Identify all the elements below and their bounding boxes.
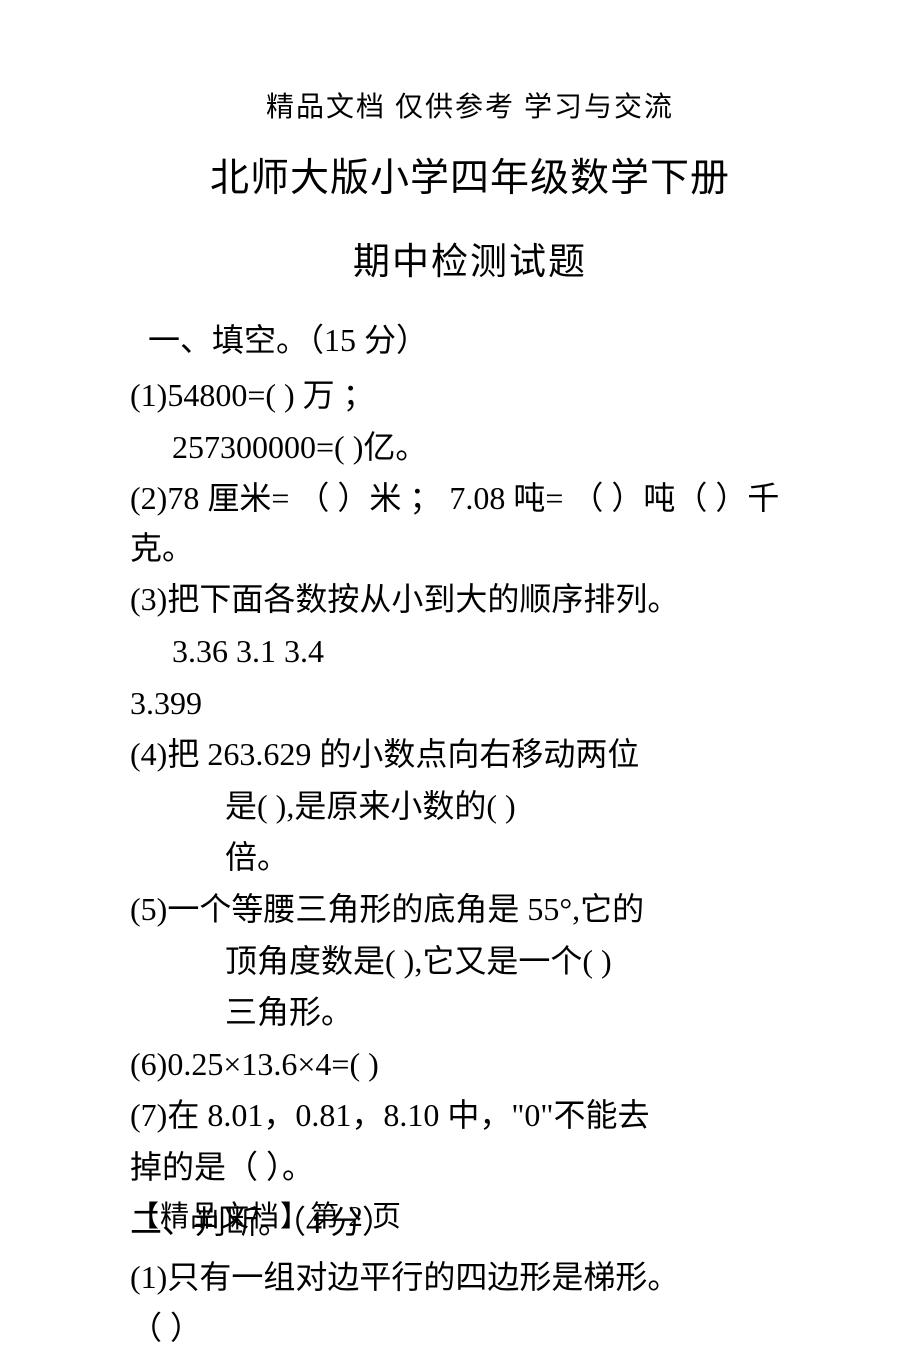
q3-line3: 3.399 [130,679,810,729]
q4-line1: (4)把 263.629 的小数点向右移动两位 [130,730,810,780]
document-header: 精品文档 仅供参考 学习与交流 [130,85,810,125]
q4-line2: 是( ),是原来小数的( ) [130,782,810,832]
q1-line1: (1)54800=( ) 万 ； [130,371,810,421]
q6: (6)0.25×13.6×4=( ) [130,1040,810,1090]
q3-line1: (3)把下面各数按从小到大的顺序排列。 [130,575,810,625]
s2-q1-line1: (1)只有一组对边平行的四边形是梯形。 [130,1253,810,1303]
q7-line1: (7)在 8.01，0.81，8.10 中，"0"不能去 [130,1091,810,1141]
q1-line2: 257300000=( )亿。 [130,423,810,473]
s2-q1-line2: （ ） [130,1304,810,1354]
q2: (2)78 厘米= （ ）米 ； 7.08 吨= （ ）吨（ ）千克。 [130,474,810,573]
page-footer: 【精品文档】第 2 页 [130,1193,402,1235]
q4-line3: 倍。 [130,833,810,883]
q5-line3: 三角形。 [130,988,810,1038]
q7-line2: 掉的是（ ）。 [130,1143,810,1193]
q5-line1: (5)一个等腰三角形的底角是 55°,它的 [130,885,810,935]
q3-line2: 3.36 3.1 3.4 [130,627,810,677]
document-title-main: 北师大版小学四年级数学下册 [130,147,810,203]
document-title-sub: 期中检测试题 [130,231,810,285]
section1-heading: 一、填空。（15 分） [130,315,810,361]
q5-line2: 顶角度数是( ),它又是一个( ) [130,937,810,987]
